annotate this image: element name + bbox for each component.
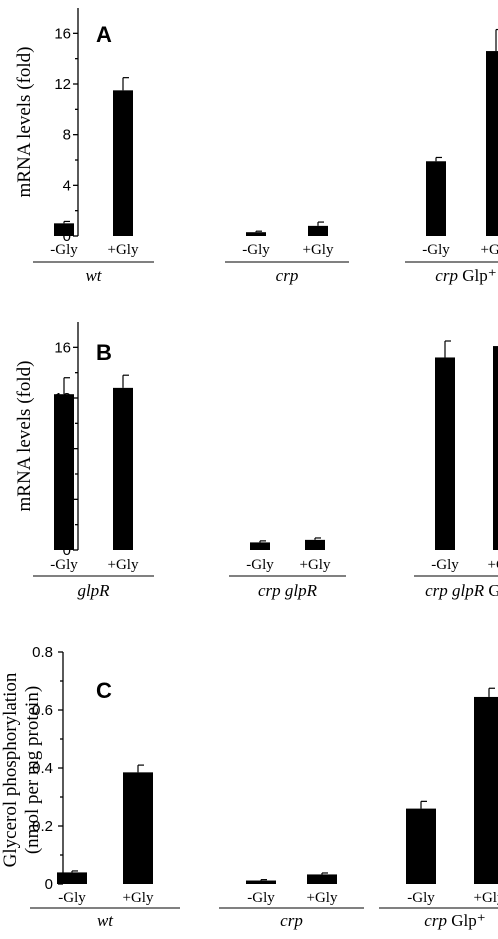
- bar: [305, 539, 325, 550]
- group-label-italic: crp: [276, 266, 299, 285]
- category-label: -Gly: [431, 557, 459, 573]
- group-label-italic: crp: [424, 911, 447, 930]
- group-label-italic: crp glpR: [425, 581, 485, 600]
- y-tick-label: 4: [63, 177, 71, 194]
- group-label-italic: wt: [85, 266, 102, 285]
- bar: [435, 357, 455, 550]
- group-label: crp: [276, 266, 299, 285]
- y-tick-label: 16: [54, 25, 71, 42]
- bar: [246, 232, 266, 236]
- bar: [54, 394, 74, 550]
- group-label: glpR: [77, 581, 110, 600]
- bar: [250, 542, 270, 550]
- category-label: -Gly: [58, 890, 86, 906]
- category-label: -Gly: [422, 242, 450, 258]
- y-tick-label: 0.8: [32, 644, 53, 661]
- chart-panel-b: 0481216BmRNA levels (fold)-Gly+GlyglpR-G…: [14, 322, 498, 600]
- y-tick-label: 0.2: [32, 818, 53, 835]
- group-label-suffix: Glp⁺: [447, 911, 486, 930]
- category-label: -Gly: [50, 557, 78, 573]
- category-label: +Gly: [488, 557, 498, 573]
- category-label: -Gly: [246, 557, 274, 573]
- bar: [113, 90, 133, 236]
- panel-label: B: [96, 340, 112, 365]
- bar: [474, 696, 498, 884]
- bar: [486, 51, 498, 236]
- panel-label: C: [96, 678, 112, 703]
- bar: [406, 808, 436, 884]
- bar-group: -Gly +Gly crp Glp⁺: [379, 687, 498, 930]
- y-axis-label: mRNA levels (fold): [14, 47, 35, 198]
- category-label: +Gly: [300, 557, 331, 573]
- category-label: +Gly: [108, 242, 139, 258]
- y-axis-label-units: (nmol per mg protein): [22, 686, 43, 854]
- y-tick-label: 0: [63, 542, 71, 559]
- category-label: -Gly: [50, 242, 78, 258]
- y-tick-label: 0: [45, 876, 53, 893]
- bar-group: -Gly +Gly crp glpR: [229, 537, 346, 600]
- y-tick-label: 0.4: [32, 760, 53, 777]
- category-label: +Gly: [303, 242, 334, 258]
- group-label: crp glpR Glp⁻: [425, 581, 498, 600]
- bar: [113, 387, 133, 550]
- bar: [493, 346, 498, 550]
- group-label-italic: crp: [280, 911, 303, 930]
- bar: [308, 225, 328, 236]
- y-tick-label: 12: [54, 76, 71, 93]
- group-label-italic: crp glpR: [258, 581, 318, 600]
- group-label-suffix: Glp⁻: [484, 581, 498, 600]
- bar-group: -Gly +Gly crp Glp⁺: [405, 28, 498, 285]
- bar: [426, 161, 446, 236]
- bar-group: -Gly +Gly glpR: [33, 374, 154, 600]
- group-label: crp Glp⁺: [435, 266, 496, 285]
- bar-group: -Gly +Gly wt: [33, 77, 154, 285]
- group-label-italic: crp: [435, 266, 458, 285]
- bar: [123, 772, 153, 884]
- group-label-suffix: Glp⁺: [458, 266, 497, 285]
- panel-label: A: [96, 22, 112, 47]
- chart-panel-c: 0 0.2 0.4 0.6 0.8 C Glycerol phosphorylation (n…: [0, 644, 498, 930]
- group-label-italic: wt: [97, 911, 114, 930]
- y-tick-label: 16: [54, 339, 71, 356]
- bar: [54, 223, 74, 236]
- category-label: +Gly: [481, 242, 498, 258]
- y-tick-label: 0: [63, 228, 71, 245]
- y-axis-label: mRNA levels (fold): [14, 361, 35, 512]
- bar-group: -Gly +Gly wt: [30, 764, 180, 930]
- bar: [57, 872, 87, 884]
- bar: [307, 874, 337, 884]
- category-label: +Gly: [474, 890, 498, 906]
- y-axis-label: Glycerol phosphorylation: [0, 672, 21, 867]
- category-label: +Gly: [108, 557, 139, 573]
- y-tick-label: 0.6: [32, 702, 53, 719]
- group-label: crp Glp⁺: [424, 911, 485, 930]
- bar: [246, 880, 276, 884]
- category-label: -Gly: [242, 242, 270, 258]
- group-label: crp glpR: [258, 581, 318, 600]
- group-label-italic: glpR: [77, 581, 110, 600]
- group-label: wt: [85, 266, 102, 285]
- group-label: crp: [280, 911, 303, 930]
- group-label: wt: [97, 911, 114, 930]
- y-tick-label: 8: [63, 127, 71, 144]
- category-label: +Gly: [123, 890, 154, 906]
- category-label: +Gly: [307, 890, 338, 906]
- category-label: -Gly: [247, 890, 275, 906]
- category-label: -Gly: [407, 890, 435, 906]
